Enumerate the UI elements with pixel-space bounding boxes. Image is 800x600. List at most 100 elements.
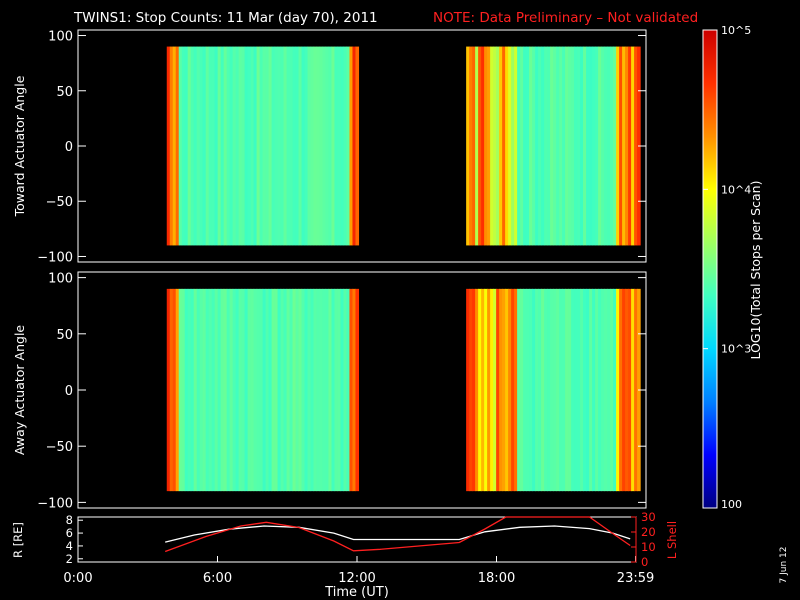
heatmap-column [529, 288, 533, 492]
toward-y-axis: 100 50 0 −50 −100 [37, 30, 646, 265]
heatmap-column [511, 46, 515, 246]
toward-y-axis-label: Toward Actuator Angle [12, 75, 27, 217]
heatmap-column [325, 46, 330, 246]
heatmap-column [316, 288, 321, 492]
heatmap-column [322, 46, 327, 246]
heatmap-column [226, 46, 231, 246]
heatmap-column [553, 288, 557, 492]
heatmap-column [169, 288, 174, 492]
heatmap-column [166, 46, 171, 246]
heatmap-column [604, 288, 608, 492]
heatmap-column [496, 288, 500, 492]
heatmap-column [310, 46, 315, 246]
heatmap-column [283, 288, 288, 492]
heatmap-column [301, 288, 306, 492]
heatmap-column [166, 288, 171, 492]
heatmap-column [598, 46, 602, 246]
toward-actuator-panel: 100 50 0 −50 −100 Toward Actuator Angle [12, 29, 647, 265]
heatmap-column [529, 46, 533, 246]
heatmap-column [241, 46, 246, 246]
heatmap-column [328, 46, 333, 246]
chart-title: TWINS1: Stop Counts: 11 Mar (day 70), 20… [73, 10, 378, 26]
heatmap-column [493, 288, 497, 492]
heatmap-column [295, 46, 300, 246]
heatmap-column [523, 46, 527, 246]
heatmap-column [613, 46, 617, 246]
heatmap-column [247, 288, 252, 492]
r-tick-label: 4 [66, 539, 73, 553]
heatmap-column [316, 46, 321, 246]
heatmap-column [331, 46, 336, 246]
heatmap-column [193, 46, 198, 246]
heatmap-column [589, 46, 593, 246]
heatmap-column [340, 288, 345, 492]
heatmap-column [490, 46, 494, 246]
heatmap-column [331, 288, 336, 492]
heatmap-column [349, 288, 354, 492]
heatmap-column [262, 288, 267, 492]
preliminary-note: NOTE: Data Preliminary – Not validated [433, 10, 698, 26]
y-tick-label: 0 [65, 384, 73, 399]
heatmap-column [223, 288, 228, 492]
heatmap-column [268, 288, 273, 492]
heatmap-column [175, 288, 180, 492]
heatmap-column [313, 46, 318, 246]
y-tick-label: 100 [48, 272, 73, 287]
heatmap-column [571, 288, 575, 492]
heatmap-column [289, 288, 294, 492]
heatmap-column [466, 46, 470, 246]
y-tick-label: 0 [65, 140, 73, 155]
heatmap-column [298, 46, 303, 246]
heatmap-column [304, 46, 309, 246]
heatmap-column [265, 288, 270, 492]
heatmap-column [355, 288, 360, 492]
heatmap-column [343, 46, 348, 246]
heatmap-column [271, 288, 276, 492]
heatmap-column [277, 46, 282, 246]
heatmap-column [187, 288, 192, 492]
heatmap-column [307, 288, 312, 492]
heatmap-column [520, 288, 524, 492]
heatmap-column [556, 288, 560, 492]
heatmap-column [514, 288, 518, 492]
heatmap-column [325, 288, 330, 492]
heatmap-column [610, 46, 614, 246]
heatmap-column [520, 46, 524, 246]
heatmap-column [355, 46, 360, 246]
heatmap-column [517, 288, 521, 492]
heatmap-column [295, 288, 300, 492]
heatmap-column [478, 46, 482, 246]
heatmap-column [226, 288, 231, 492]
heatmap-column [631, 46, 635, 246]
heatmap-column [250, 288, 255, 492]
heatmap-column [274, 288, 279, 492]
heatmap-column [346, 46, 351, 246]
heatmap-column [271, 46, 276, 246]
heatmap-column [598, 288, 602, 492]
heatmap-column [292, 288, 297, 492]
heatmap-column [337, 46, 342, 246]
heatmap-column [235, 288, 240, 492]
heatmap-column [250, 46, 255, 246]
heatmap-column [223, 46, 228, 246]
heatmap-column [616, 46, 620, 246]
heatmap-column [202, 288, 207, 492]
heatmap-column [565, 46, 569, 246]
toward-heatmap [166, 46, 641, 246]
heatmap-column [562, 288, 566, 492]
heatmap-column [214, 46, 219, 246]
heatmap-column [541, 288, 545, 492]
heatmap-column [304, 288, 309, 492]
heatmap-column [607, 46, 611, 246]
heatmap-column [298, 288, 303, 492]
heatmap-column [190, 46, 195, 246]
l-shell-tick-label: 10 [641, 540, 656, 554]
heatmap-column [181, 288, 186, 492]
heatmap-column [568, 46, 572, 246]
heatmap-column [178, 288, 183, 492]
heatmap-column [187, 46, 192, 246]
l-shell-axis-label: L Shell [665, 521, 679, 559]
heatmap-column [484, 288, 488, 492]
x-tick-label: 23:59 [617, 571, 654, 586]
heatmap-column [244, 46, 249, 246]
